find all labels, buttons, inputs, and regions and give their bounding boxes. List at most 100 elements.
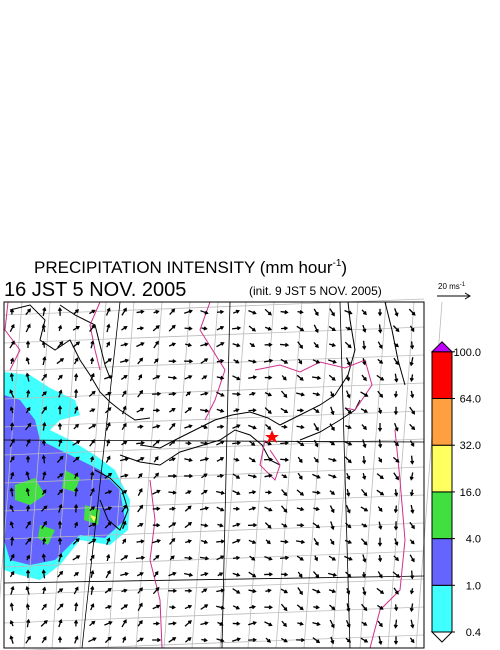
wind-arrow: [393, 636, 399, 645]
wind-arrow: [9, 553, 15, 562]
wind-arrow: [297, 621, 304, 626]
wind-arrow: [265, 490, 273, 495]
meridian: [387, 301, 415, 649]
wind-arrow: [217, 572, 224, 577]
wind-arrow: [136, 457, 145, 462]
wind-arrow: [185, 637, 192, 643]
wind-arrow: [200, 539, 209, 544]
wind-arrow: [73, 308, 79, 315]
wind-arrow: [280, 539, 289, 544]
wind-arrow: [216, 588, 225, 593]
parallel: [3, 466, 425, 484]
meridian: [0, 301, 23, 601]
wind-arrow: [216, 555, 225, 561]
colorbar-label: 64.0: [460, 394, 481, 406]
wind-arrow: [247, 523, 258, 528]
wind-arrow: [121, 504, 127, 513]
wind-arrow: [393, 619, 398, 629]
parallel: [3, 522, 425, 540]
colorbar-label: 100.0: [453, 347, 481, 359]
wind-arrow: [281, 523, 288, 528]
wind-arrow: [168, 359, 177, 364]
wind-arrow: [153, 309, 160, 314]
wind-arrow: [41, 569, 46, 579]
wind-arrow: [57, 422, 63, 430]
wind-arrow: [265, 424, 272, 430]
wind-arrow: [90, 603, 95, 611]
wind-arrow: [184, 326, 193, 331]
wind-arrow: [104, 472, 113, 479]
wind-arrow: [58, 552, 63, 562]
wind-arrow: [410, 341, 415, 350]
wind-arrow: [106, 537, 111, 545]
wind-arrow: [10, 536, 15, 546]
wind-arrow: [153, 570, 159, 578]
wind-arrow: [264, 308, 272, 316]
wind-arrow: [232, 309, 240, 314]
wind-arrow: [73, 586, 79, 595]
wind-arrow: [42, 356, 47, 366]
wind-arrow: [184, 375, 193, 380]
wind-arrow: [184, 424, 193, 429]
wind-arrow: [344, 456, 352, 464]
wind-arrow: [392, 325, 400, 333]
wind-arrow: [346, 374, 351, 382]
wind-arrow: [40, 619, 48, 627]
wind-arrow: [73, 423, 80, 430]
wind-arrow: [41, 406, 47, 414]
wind-arrow: [152, 424, 161, 429]
wind-arrow: [281, 489, 288, 497]
wind-arrow: [201, 375, 208, 380]
wind-arrow: [201, 425, 208, 430]
wind-arrow: [104, 490, 113, 495]
wind-arrow: [56, 603, 64, 611]
wind-arrow: [88, 538, 97, 545]
wind-arrow: [409, 406, 416, 415]
wind-arrow: [361, 488, 368, 497]
wind-arrow: [9, 340, 15, 349]
wind-arrow: [9, 455, 15, 463]
wind-arrow: [216, 408, 225, 413]
wind-arrow: [232, 391, 241, 397]
wind-arrow: [296, 523, 305, 528]
wind-arrow: [281, 424, 288, 429]
wind-arrow: [168, 621, 177, 626]
wind-arrow: [217, 621, 224, 626]
wind-arrow: [153, 455, 159, 463]
wind-arrow: [296, 440, 305, 447]
wind-arrow: [105, 391, 112, 396]
wind-arrow: [392, 571, 400, 578]
wind-arrow: [329, 619, 335, 629]
wind-arrow: [393, 472, 399, 481]
wind-arrow: [57, 588, 64, 594]
wind-arrow: [72, 440, 81, 446]
wind-arrow: [58, 389, 63, 398]
wind-arrow: [200, 572, 209, 577]
wind-arrow: [362, 439, 367, 449]
wind-arrow: [184, 407, 192, 414]
colorbar-label: 32.0: [460, 440, 481, 452]
wind-arrow: [73, 357, 79, 365]
wind-arrow: [216, 457, 225, 462]
wind-arrow: [345, 571, 352, 578]
wind-arrow: [169, 506, 176, 511]
wind-arrow: [264, 621, 273, 627]
wind-arrow: [121, 588, 128, 593]
wind-arrow: [26, 618, 31, 628]
wind-arrow: [9, 406, 14, 414]
wind-arrow: [89, 439, 96, 447]
wind-arrow: [200, 604, 209, 610]
colorbar-under: [430, 631, 454, 643]
wind-arrow: [184, 505, 192, 512]
wind-arrow: [329, 423, 335, 432]
wind-arrow: [362, 340, 367, 351]
wind-arrow: [232, 343, 241, 348]
wind-arrow: [394, 489, 399, 497]
wind-arrow: [120, 473, 129, 478]
wind-arrow: [377, 537, 383, 547]
wind-arrow: [200, 523, 209, 528]
wind-arrow: [25, 504, 31, 512]
wind-arrow: [376, 489, 385, 496]
wind-arrow: [248, 457, 256, 463]
wind-arrow: [122, 520, 127, 529]
